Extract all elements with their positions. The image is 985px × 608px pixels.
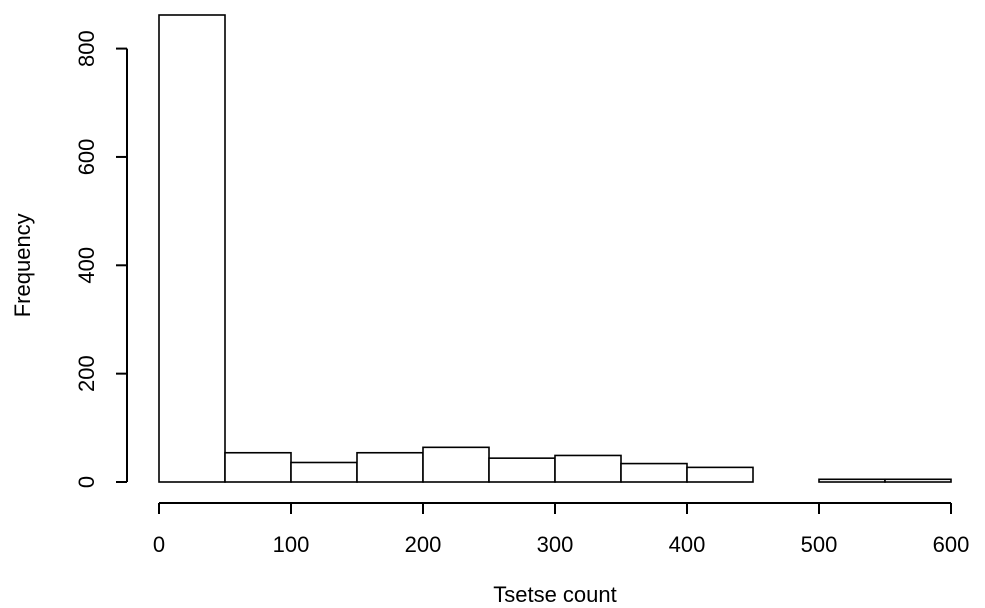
y-tick-label: 800 <box>74 30 99 67</box>
x-tick-label: 200 <box>405 532 442 557</box>
x-tick-label: 100 <box>273 532 310 557</box>
bars-group <box>158 14 952 483</box>
histogram-bar <box>818 478 886 483</box>
y-axis: 0 200 400 600 800 <box>74 30 128 488</box>
x-tick-label: 400 <box>669 532 706 557</box>
histogram-bar <box>554 454 622 483</box>
histogram-bar <box>686 466 754 483</box>
histogram-bar <box>356 451 424 483</box>
x-tick-label: 0 <box>153 532 165 557</box>
y-tick-label: 600 <box>74 139 99 176</box>
y-tick-label: 400 <box>74 247 99 284</box>
x-axis: 0 100 200 300 400 500 600 <box>153 502 970 557</box>
histogram-bar <box>290 461 358 483</box>
x-axis-title: Tsetse count <box>493 582 617 607</box>
histogram-bar <box>488 457 556 483</box>
x-tick-label: 600 <box>933 532 970 557</box>
y-tick-label: 200 <box>74 355 99 392</box>
histogram-bar <box>884 478 952 483</box>
histogram-bar <box>158 14 226 483</box>
x-tick-label: 300 <box>537 532 574 557</box>
y-tick-label: 0 <box>74 476 99 488</box>
histogram-bar <box>422 446 490 483</box>
y-axis-title: Frequency <box>10 213 35 317</box>
histogram-bar <box>620 462 688 483</box>
x-tick-label: 500 <box>801 532 838 557</box>
histogram-bar <box>224 451 292 483</box>
